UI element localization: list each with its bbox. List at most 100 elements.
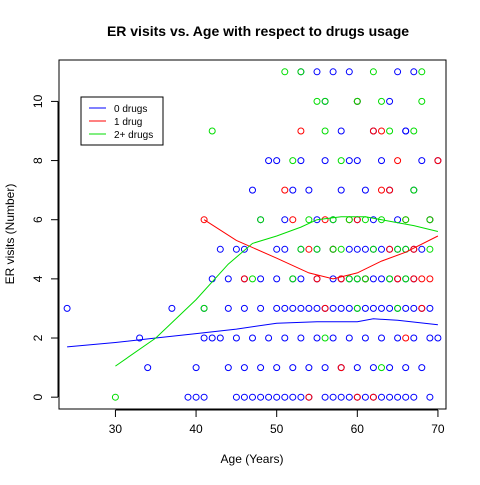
data-point-series-0 [434, 334, 442, 342]
data-point-series-0 [273, 393, 281, 401]
data-point-series-0 [281, 245, 289, 253]
data-point-series-0 [337, 304, 345, 312]
data-point-series-1 [418, 275, 426, 283]
data-point-series-0 [273, 304, 281, 312]
data-point-series-1 [394, 157, 402, 165]
data-point-series-1 [337, 275, 345, 283]
data-point-series-0 [410, 393, 418, 401]
data-point-series-0 [184, 393, 192, 401]
data-point-series-0 [289, 393, 297, 401]
data-point-series-2 [353, 97, 361, 105]
data-point-series-0 [257, 364, 265, 372]
data-point-series-1 [386, 186, 394, 194]
data-point-series-0 [208, 334, 216, 342]
data-point-series-1 [305, 245, 313, 253]
data-point-series-0 [273, 157, 281, 165]
y-axis: 0 2 4 6 8 10 [31, 94, 59, 401]
data-point-series-0 [402, 393, 410, 401]
data-point-series-0 [402, 364, 410, 372]
data-point-series-1 [402, 334, 410, 342]
data-point-series-2 [345, 275, 353, 283]
data-point-series-2 [281, 68, 289, 76]
data-point-series-0 [329, 275, 337, 283]
data-point-series-0 [281, 393, 289, 401]
data-point-series-0 [232, 393, 240, 401]
data-point-series-0 [257, 275, 265, 283]
data-point-series-0 [378, 334, 385, 342]
data-point-series-2 [313, 245, 321, 253]
data-point-series-0 [216, 245, 224, 253]
data-point-series-2 [249, 275, 256, 283]
data-point-series-2 [321, 97, 329, 105]
data-point-series-2 [402, 216, 410, 224]
data-point-series-0 [418, 364, 426, 372]
x-tick-label: 50 [270, 422, 284, 436]
data-point-series-0 [353, 157, 361, 165]
data-point-series-2 [410, 127, 418, 135]
data-point-series-2 [418, 68, 426, 76]
data-point-series-1 [240, 275, 248, 283]
data-point-series-0 [369, 275, 377, 283]
data-point-series-0 [378, 245, 385, 253]
data-point-series-0 [313, 68, 321, 76]
data-point-series-0 [402, 304, 410, 312]
data-point-series-0 [297, 334, 305, 342]
data-point-series-0 [345, 393, 353, 401]
data-point-series-0 [378, 157, 385, 165]
data-point-series-0 [265, 157, 273, 165]
data-point-series-0 [168, 304, 176, 312]
data-point-series-0 [361, 334, 369, 342]
data-point-series-1 [410, 275, 418, 283]
data-point-series-0 [329, 393, 337, 401]
y-tick-label: 6 [31, 216, 45, 223]
x-tick-label: 60 [351, 422, 365, 436]
data-point-series-0 [345, 157, 353, 165]
data-point-series-2 [321, 334, 329, 342]
data-point-series-2 [200, 304, 208, 312]
data-point-series-0 [281, 334, 289, 342]
data-point-series-0 [224, 304, 232, 312]
data-point-series-0 [240, 393, 248, 401]
data-point-series-2 [329, 245, 337, 253]
data-point-series-1 [289, 216, 297, 224]
data-point-series-0 [257, 304, 265, 312]
data-point-series-1 [337, 364, 345, 372]
data-point-series-1 [378, 186, 385, 194]
data-point-series-0 [345, 68, 353, 76]
data-point-series-2 [305, 216, 313, 224]
data-point-series-1 [313, 275, 321, 283]
data-point-series-0 [136, 334, 144, 342]
data-point-series-0 [281, 304, 289, 312]
data-point-series-0 [289, 364, 297, 372]
data-point-series-0 [273, 364, 281, 372]
data-point-series-1 [321, 304, 329, 312]
data-point-series-2 [329, 216, 337, 224]
data-point-series-0 [386, 393, 394, 401]
data-point-series-0 [257, 393, 265, 401]
data-point-series-0 [378, 275, 385, 283]
data-point-series-2 [369, 68, 377, 76]
data-point-series-0 [426, 393, 434, 401]
data-point-series-0 [240, 304, 248, 312]
data-point-series-0 [337, 127, 345, 135]
data-point-series-0 [224, 364, 232, 372]
data-point-series-0 [418, 157, 426, 165]
data-point-series-0 [329, 68, 337, 76]
data-point-series-0 [410, 334, 418, 342]
data-point-series-0 [426, 304, 434, 312]
data-point-series-0 [410, 304, 418, 312]
trend-line-series-0 [67, 318, 438, 348]
data-point-series-0 [297, 304, 305, 312]
data-point-series-0 [386, 304, 394, 312]
data-point-series-0 [345, 304, 353, 312]
data-point-series-0 [353, 245, 361, 253]
data-point-series-2 [378, 97, 385, 105]
y-tick-label: 8 [31, 157, 45, 164]
x-tick-label: 40 [189, 422, 203, 436]
data-point-series-0 [321, 364, 329, 372]
data-point-series-0 [337, 393, 345, 401]
x-axis: 30 40 50 60 70 [109, 409, 445, 436]
x-axis-label: Age (Years) [221, 452, 284, 466]
data-point-series-2 [297, 245, 305, 253]
